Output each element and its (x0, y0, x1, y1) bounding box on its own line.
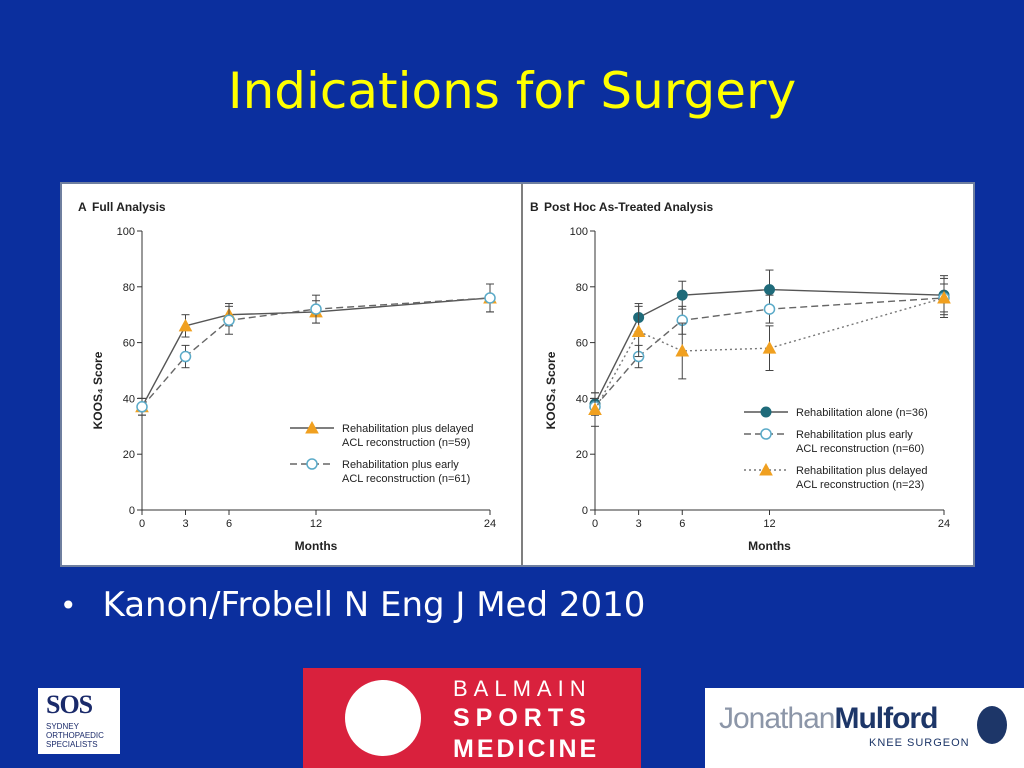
panel-b-series-2-legend-marker (760, 428, 772, 440)
panel-a-letter: A (78, 200, 87, 214)
jm-name: JonathanMulford (719, 702, 938, 736)
panel-b-y-tick-label: 40 (576, 393, 588, 405)
panel-a-x-tick-label: 24 (484, 518, 496, 530)
bullet-dot-icon: • (60, 588, 77, 622)
panel-b-series-2-legend-label: Rehabilitation plus early (796, 429, 913, 441)
figure-panel: A Full Analysis 0 20 40 60 80 100 0 3 6 12 24 Months K… (60, 182, 975, 567)
jonathan-mulford-logo: JonathanMulford KNEE SURGEON (705, 688, 1024, 768)
panel-b-x-tick-label: 24 (938, 518, 950, 530)
panel-a-series-2-legend-label: Rehabilitation plus early (342, 459, 459, 471)
sos-line2: ORTHOPAEDIC (46, 731, 104, 740)
panel-b-series-3-point (762, 341, 777, 354)
jm-subtitle: KNEE SURGEON (869, 737, 970, 749)
jm-name-bold: Mulford (834, 702, 938, 735)
panel-a-series-1-legend-label: ACL reconstruction (n=59) (342, 437, 470, 449)
panel-a-series-2-legend-marker (306, 458, 318, 470)
panel-a-series-2-point (310, 303, 322, 315)
panel-b-letter: B (530, 200, 539, 214)
panel-a-y-tick-label: 40 (123, 393, 135, 405)
panel-b-series-3-point (631, 324, 646, 337)
panel-b-series-3-legend-label: Rehabilitation plus delayed (796, 465, 927, 477)
panel-a-series-2-legend-label: ACL reconstruction (n=61) (342, 473, 470, 485)
panel-b-y-label: KOOS₄ Score (544, 351, 558, 429)
panel-b-y-tick-label: 0 (582, 505, 588, 517)
panel-a-x-tick-label: 12 (310, 518, 322, 530)
panel-a-x-tick-label: 3 (182, 518, 188, 530)
panel-b-series-1-legend-label: Rehabilitation alone (n=36) (796, 407, 928, 419)
panel-b-series-1-legend-marker (760, 406, 772, 418)
panel-a-y-tick-label: 60 (123, 338, 135, 350)
panel-b-series-3-legend-marker (759, 462, 773, 476)
panel-b-series-3-point (588, 402, 602, 416)
panel-b-x-tick-label: 3 (636, 518, 642, 530)
panel-a-series-2-point (136, 401, 148, 413)
panel-a-series-1-point (178, 318, 193, 332)
slide-title: Indications for Surgery (227, 62, 797, 120)
panel-b-x-label: Months (748, 539, 791, 553)
panel-b-series-2-point (763, 303, 776, 315)
panel-a-x-tick-label: 6 (226, 518, 232, 530)
panel-a-y-tick-label: 0 (129, 505, 135, 517)
panel-a-series-2-point (223, 314, 235, 327)
panel-b-series-1-point (676, 289, 688, 301)
sos-logo: SOS SYDNEY ORTHOPAEDIC SPECIALISTS (38, 688, 120, 754)
sos-logo-text: SYDNEY ORTHOPAEDIC SPECIALISTS (46, 722, 104, 749)
panel-a-y-tick-label: 80 (123, 282, 135, 294)
balmain-sports-medicine-logo: BALMAIN SPORTS MEDICINE (303, 668, 641, 768)
knee-emblem-icon (977, 706, 1007, 744)
bsm-line2: SPORTS (453, 704, 592, 732)
panel-a-series-2-point (179, 350, 192, 363)
panel-b-series-1-point (764, 284, 775, 296)
panel-b-series-3-point (675, 343, 690, 357)
panel-b-series-2-legend-label: ACL reconstruction (n=60) (796, 443, 924, 455)
balmain-emblem-icon (345, 680, 421, 756)
bsm-line1: BALMAIN (453, 676, 592, 701)
panel-b-series-3-legend-label: ACL reconstruction (n=23) (796, 479, 924, 491)
jm-name-light: Jonathan (719, 702, 835, 735)
panel-b-y-tick-label: 20 (576, 449, 588, 461)
panel-b-x-tick-label: 6 (679, 518, 685, 530)
bullet-text: Kanon/Frobell N Eng J Med 2010 (102, 585, 646, 625)
panel-a-series-1-legend-label: Rehabilitation plus delayed (342, 423, 473, 435)
panel-b-series-3-line (594, 297, 945, 410)
bsm-line3: MEDICINE (453, 735, 600, 763)
panel-a-x-label: Months (295, 539, 338, 553)
panel-b-x-tick-label: 12 (763, 518, 775, 530)
panel-a-title: Full Analysis (92, 200, 166, 214)
sos-line1: SYDNEY (46, 722, 79, 731)
panel-a-x-tick-label: 0 (139, 518, 145, 530)
panel-b-series-3-point (937, 290, 951, 304)
sos-logo-mark: SOS (46, 690, 93, 719)
panel-b-y-tick-label: 60 (576, 338, 588, 350)
panel-a-series-1-legend-marker (305, 420, 319, 434)
panel-a-series-2-point (484, 292, 496, 304)
panel-b-x-tick-label: 0 (592, 518, 598, 530)
panel-a-y-label: KOOS₄ Score (91, 351, 105, 429)
panel-a-y-tick-label: 20 (123, 449, 135, 461)
bullet-item: • Kanon/Frobell N Eng J Med 2010 (60, 585, 645, 625)
panel-b-y-tick-label: 100 (570, 226, 588, 238)
sos-line3: SPECIALISTS (46, 740, 98, 749)
panel-b-title: Post Hoc As-Treated Analysis (544, 200, 713, 214)
panel-a-y-tick-label: 100 (117, 226, 135, 238)
panel-b-y-tick-label: 80 (576, 282, 588, 294)
